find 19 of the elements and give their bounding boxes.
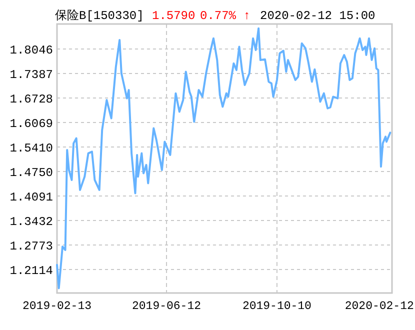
line-series xyxy=(56,27,392,290)
y-tick-label: 1.2114 xyxy=(10,264,53,278)
y-tick-label: 1.6069 xyxy=(10,116,53,131)
y-tick-label: 1.4091 xyxy=(10,190,53,204)
x-tick-label: 2019-10-10 xyxy=(242,300,312,313)
y-tick-label: 1.8046 xyxy=(10,44,53,58)
y-tick-label: 1.7387 xyxy=(10,68,53,82)
x-tick-label: 2019-02-13 xyxy=(22,300,92,313)
text: 0.77% ↑ xyxy=(200,9,250,23)
y-tick-label: 1.5410 xyxy=(10,141,53,156)
y-tick-label: 1.6728 xyxy=(10,92,53,107)
y-tick-label: 1.3432 xyxy=(10,214,53,229)
x-tick-label: 2020-02-12 xyxy=(344,300,414,313)
x-tick-label: 2019-06-12 xyxy=(132,300,202,313)
y-tick-label: 1.2773 xyxy=(10,239,53,254)
chart-title: 保险B[150330] xyxy=(55,9,144,23)
text: 2020-02-12 15:00 xyxy=(260,9,376,23)
text: 1.5790 xyxy=(152,9,196,23)
y-tick-label: 1.4750 xyxy=(10,166,53,180)
